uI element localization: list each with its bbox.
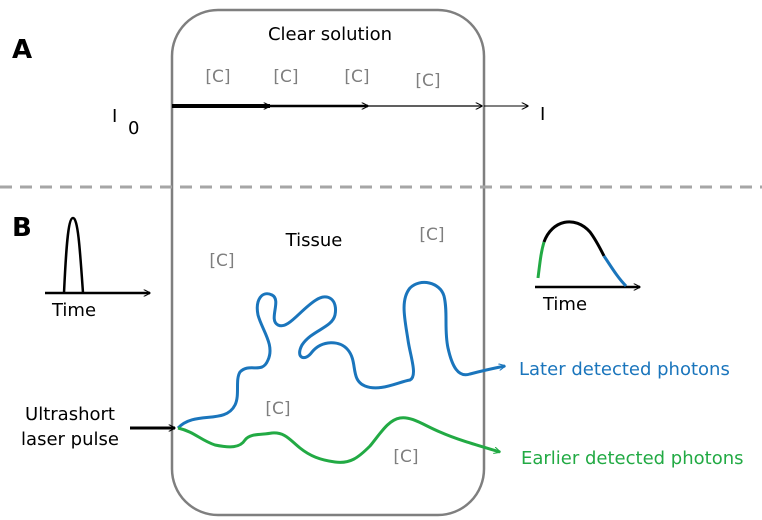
incident-subscript: 0 [128, 118, 139, 139]
concentration: [C] [273, 67, 298, 87]
transmitted: I [540, 104, 545, 125]
later-label: Later detected photons [519, 359, 730, 380]
concentration: [C] [415, 71, 440, 91]
concentration: [C] [209, 251, 234, 271]
concentration: [C] [265, 399, 290, 419]
concentration: [C] [205, 67, 230, 87]
source-label: Ultrashort [25, 404, 115, 425]
earlier-label: Earlier detected photons [521, 448, 744, 469]
concentration: [C] [344, 67, 369, 87]
pulse-mid [542, 220, 606, 257]
earlier-path [177, 416, 500, 464]
input-pulse [62, 216, 85, 294]
title: Clear solution [268, 24, 392, 45]
pulse-early [536, 241, 546, 279]
cuvette [170, 8, 486, 517]
title: Tissue [285, 230, 343, 251]
incident-symbol: I [112, 106, 117, 127]
later-path [176, 280, 505, 430]
axis-label: Time [542, 294, 587, 315]
concentration: [C] [419, 225, 444, 245]
panel-label: B [12, 213, 32, 243]
pulse-late [602, 255, 628, 288]
source-label: laser pulse [21, 429, 119, 450]
axis-label: Time [51, 300, 96, 321]
concentration: [C] [393, 447, 418, 467]
panel-label: A [12, 35, 32, 65]
